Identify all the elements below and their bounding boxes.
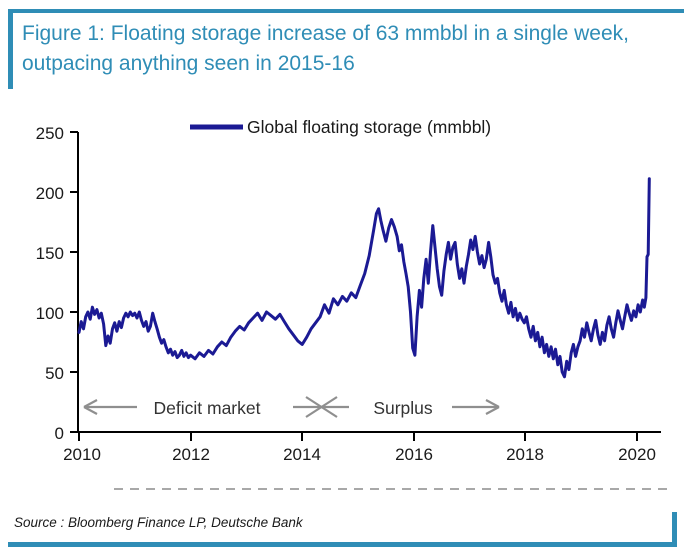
y-tick-label-250: 250 xyxy=(36,124,64,143)
bottom-border xyxy=(8,542,677,547)
x-tick-label-2010: 2010 xyxy=(63,445,101,464)
x-tick-label-2020: 2020 xyxy=(618,445,656,464)
y-tick-label-200: 200 xyxy=(36,184,64,203)
x-tick-label-2018: 2018 xyxy=(506,445,544,464)
deficit-arrow-left-icon xyxy=(83,399,137,415)
x-tick-label-2016: 2016 xyxy=(395,445,433,464)
bottom-right-accent-bar xyxy=(672,512,677,547)
surplus-arrow-right-icon xyxy=(452,399,500,415)
storage-line xyxy=(77,177,651,379)
source-text: Source : Bloomberg Finance LP, Deutsche … xyxy=(14,515,303,530)
title-accent-bar xyxy=(8,9,13,89)
y-axis xyxy=(70,131,79,433)
x-tick-label-2014: 2014 xyxy=(283,445,321,464)
y-tick-label-150: 150 xyxy=(36,244,64,263)
y-tick-label-0: 0 xyxy=(55,424,64,443)
legend-label: Global floating storage (mmbbl) xyxy=(247,117,491,137)
crossing-arrows-icon xyxy=(293,396,349,418)
top-border xyxy=(8,9,684,13)
y-tick-label-50: 50 xyxy=(45,364,64,383)
x-tick-label-2012: 2012 xyxy=(172,445,210,464)
x-axis xyxy=(70,431,661,441)
figure-title: Figure 1: Floating storage increase of 6… xyxy=(22,22,629,75)
surplus-label: Surplus xyxy=(373,398,433,418)
y-tick-label-100: 100 xyxy=(36,304,64,323)
deficit-market-label: Deficit market xyxy=(154,398,261,418)
chart-legend: Global floating storage (mmbbl) xyxy=(190,117,491,137)
